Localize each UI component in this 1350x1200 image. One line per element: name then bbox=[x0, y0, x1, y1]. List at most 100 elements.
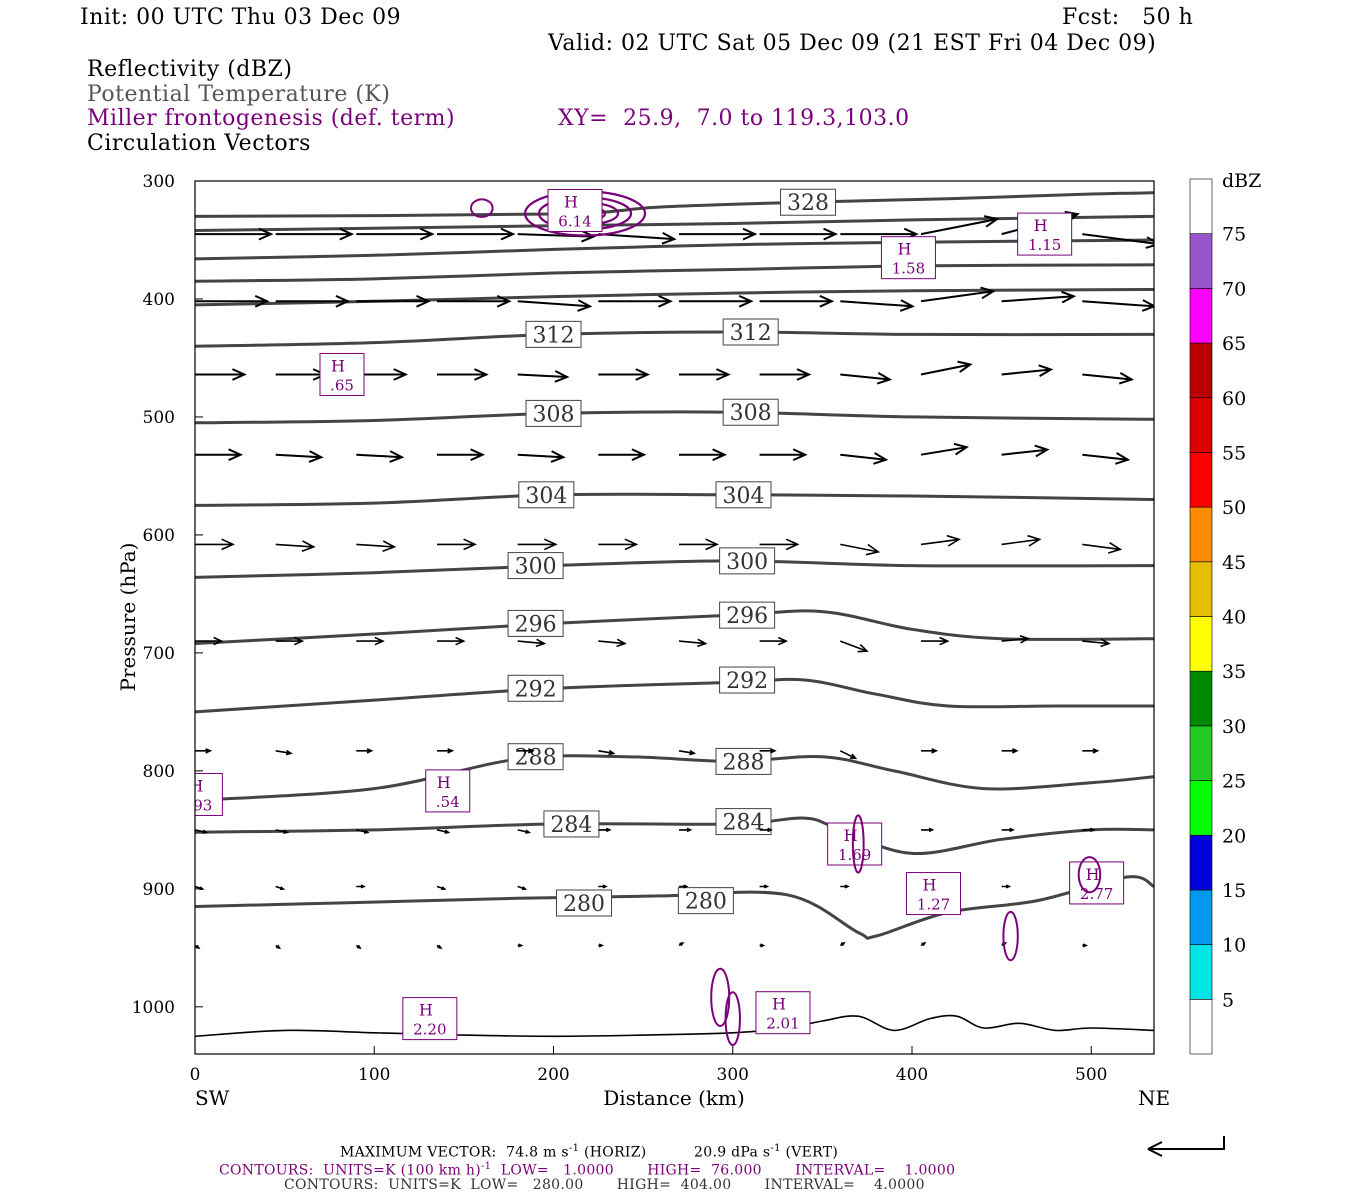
circulation-vector bbox=[517, 943, 524, 948]
frontogenesis-high-value: 1.58 bbox=[892, 260, 925, 278]
theta-contour-292 bbox=[195, 677, 1154, 714]
frontogenesis-high-box bbox=[755, 991, 811, 1035]
theta-label-box bbox=[507, 674, 564, 702]
circulation-vector bbox=[517, 450, 566, 463]
theta-contour-unlabeled-11 bbox=[195, 238, 1154, 261]
footer-exp-2: -1 bbox=[770, 1143, 781, 1154]
circulation-vector bbox=[356, 294, 431, 308]
circulation-vector bbox=[275, 450, 324, 463]
theta-label: 328 bbox=[787, 191, 829, 216]
circulation-vector bbox=[839, 750, 858, 760]
circulation-vector bbox=[759, 636, 789, 646]
circulation-vector bbox=[921, 748, 939, 754]
circulation-vector bbox=[356, 884, 366, 889]
circulation-vector bbox=[759, 538, 800, 551]
frontogenesis-high-box bbox=[402, 997, 458, 1041]
surface-terrain-line bbox=[195, 1014, 1154, 1038]
theta-label-box bbox=[722, 318, 779, 346]
theta-contour-288 bbox=[195, 754, 1154, 802]
circulation-vector bbox=[517, 370, 570, 383]
theta-label: 292 bbox=[515, 677, 557, 702]
circulation-vector bbox=[840, 884, 850, 889]
frontogenesis-high-value: .54 bbox=[436, 793, 460, 811]
footer-fg-units: CONTOURS: UNITS=K (100 km h) bbox=[219, 1162, 481, 1179]
circulation-vector bbox=[840, 372, 893, 385]
theta-label: 308 bbox=[730, 401, 772, 426]
theta-label: 304 bbox=[525, 484, 567, 509]
circulation-vector bbox=[275, 944, 282, 950]
circulation-vector bbox=[679, 884, 689, 889]
colorbar-swatch bbox=[1189, 834, 1213, 891]
colorbar-level-label: 70 bbox=[1222, 278, 1246, 300]
circulation-vector bbox=[920, 286, 996, 303]
colorbar-level-label: 25 bbox=[1222, 771, 1246, 793]
circulation-vector bbox=[436, 885, 447, 891]
frontogenesis-high-h: H bbox=[1034, 216, 1048, 235]
circulation-vector bbox=[921, 636, 950, 646]
plot-frame bbox=[194, 180, 1155, 1055]
frontogenesis-high-box bbox=[425, 769, 471, 813]
circulation-vector bbox=[275, 294, 351, 308]
frontogenesis-high-h: H bbox=[189, 776, 203, 795]
colorbar-swatch bbox=[1189, 452, 1213, 508]
theta-label-box bbox=[507, 609, 564, 637]
circulation-vector bbox=[678, 749, 697, 756]
circulation-vector bbox=[1001, 748, 1019, 754]
colorbar-level-label: 10 bbox=[1222, 935, 1246, 957]
y-tick-label: 500 bbox=[143, 408, 175, 428]
circulation-vector bbox=[195, 748, 213, 754]
circulation-vector bbox=[679, 368, 731, 381]
x-axis-end-left: SW bbox=[195, 1086, 230, 1110]
circulation-vector bbox=[920, 442, 970, 456]
circulation-vector bbox=[195, 227, 274, 241]
theta-label: 284 bbox=[723, 811, 765, 836]
circulation-vector bbox=[920, 534, 961, 547]
circulation-vector bbox=[275, 368, 328, 381]
circulation-vector bbox=[436, 829, 451, 834]
circulation-vector bbox=[598, 749, 616, 756]
theta-contour-unlabeled-12 bbox=[195, 214, 1154, 232]
circulation-vector bbox=[1001, 534, 1042, 547]
circulation-vector bbox=[1082, 233, 1154, 249]
circulation-vector bbox=[517, 829, 532, 834]
circulation-vector bbox=[195, 294, 270, 308]
circulation-vector bbox=[275, 540, 316, 552]
circulation-vector bbox=[195, 636, 224, 646]
theta-label: 292 bbox=[726, 669, 768, 694]
theta-label-box bbox=[719, 547, 776, 575]
y-tick-label: 600 bbox=[143, 526, 175, 546]
frontogenesis-high-h: H bbox=[419, 1001, 433, 1020]
circulation-vector bbox=[598, 884, 608, 889]
circulation-vector bbox=[1082, 827, 1096, 833]
circulation-vector bbox=[759, 227, 839, 241]
frontogenesis-contour bbox=[724, 991, 741, 1047]
circulation-vector bbox=[275, 829, 290, 834]
circulation-vector bbox=[275, 885, 286, 891]
theta-label-box bbox=[722, 398, 779, 426]
init-time: Init: 00 UTC Thu 03 Dec 09 bbox=[80, 5, 402, 30]
frontogenesis-high-h: H bbox=[437, 773, 451, 792]
frontogenesis-high-h: H bbox=[772, 995, 786, 1014]
y-axis-label: Pressure (hPa) bbox=[116, 543, 140, 692]
colorbar-swatch bbox=[1189, 944, 1213, 1000]
circulation-vector bbox=[356, 450, 405, 463]
circulation-vector bbox=[195, 944, 201, 950]
colorbar-unit: dBZ bbox=[1222, 170, 1261, 192]
theta-label-box bbox=[719, 666, 776, 694]
circulation-vector bbox=[679, 294, 754, 308]
colorbar-swatch bbox=[1189, 670, 1213, 727]
circulation-vector bbox=[759, 448, 808, 462]
colorbar-swatch bbox=[1189, 178, 1213, 234]
theta-label: 312 bbox=[730, 321, 772, 346]
theta-label-box bbox=[719, 601, 776, 629]
circulation-vector bbox=[1001, 884, 1012, 889]
footer-exp-3: -1 bbox=[480, 1161, 492, 1172]
theta-label: 304 bbox=[723, 484, 765, 509]
circulation-vector bbox=[598, 368, 651, 381]
colorbar-swatch bbox=[1189, 561, 1213, 617]
colorbar-swatch bbox=[1189, 233, 1213, 289]
circulation-vector bbox=[1082, 542, 1123, 554]
theta-label: 300 bbox=[726, 550, 768, 575]
colorbar-swatch bbox=[1189, 288, 1213, 344]
theta-contour-unlabeled-10 bbox=[195, 263, 1154, 283]
